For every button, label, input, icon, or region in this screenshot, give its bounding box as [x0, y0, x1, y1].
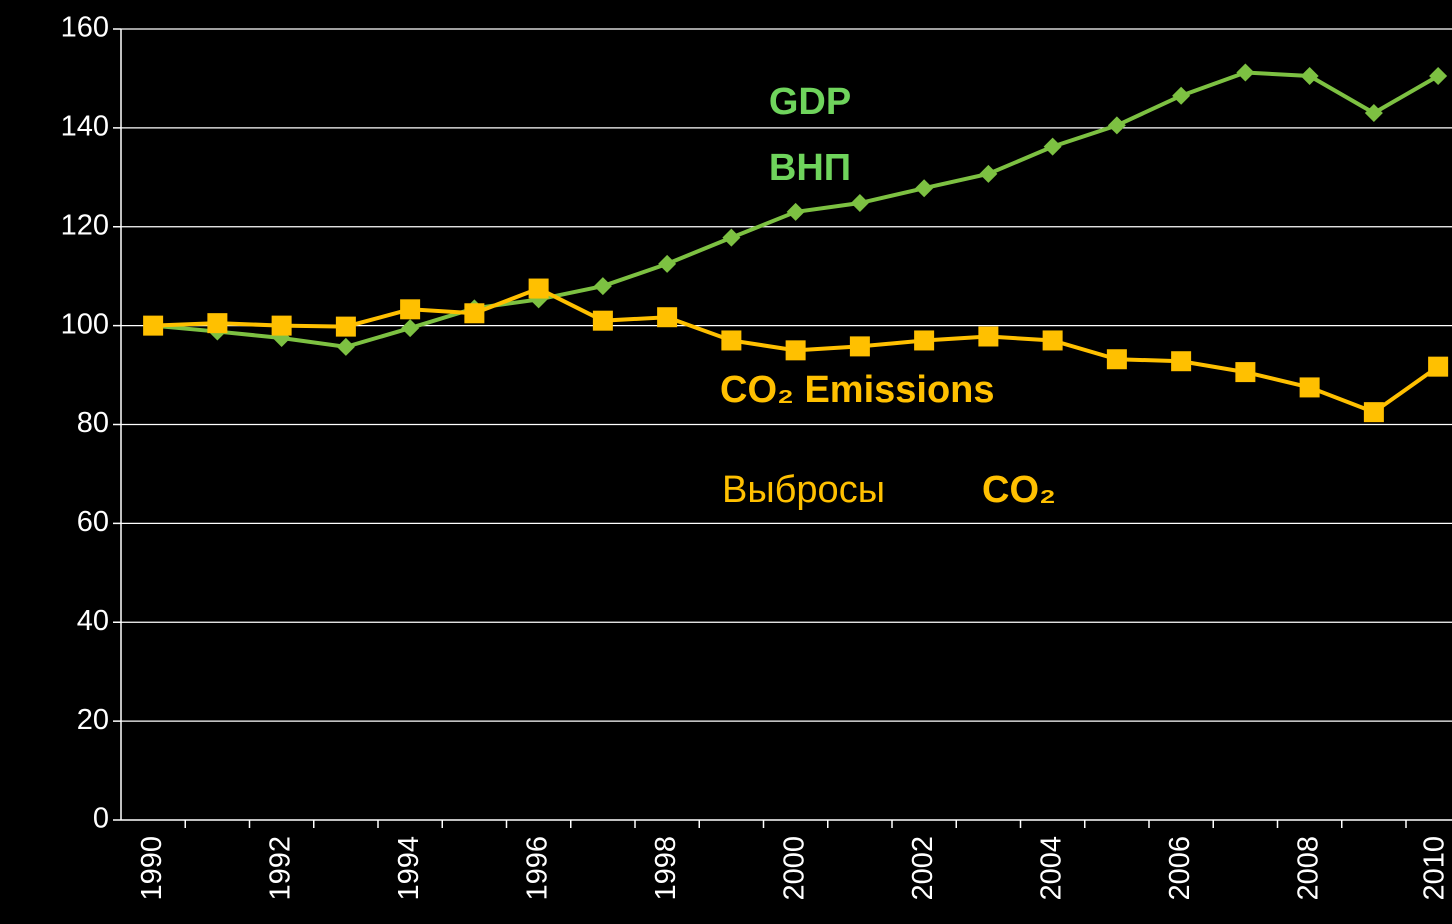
y-tick-label: 100 — [61, 308, 109, 340]
y-tick-label: 40 — [77, 605, 109, 637]
diamond-marker — [722, 228, 741, 247]
diamond-marker — [593, 277, 612, 296]
y-tick-label: 0 — [93, 803, 109, 835]
x-tick-label: 1994 — [393, 836, 425, 901]
square-marker — [271, 315, 292, 336]
square-marker — [207, 313, 228, 334]
square-marker — [528, 278, 549, 299]
square-marker — [335, 316, 356, 337]
series-label: GDP — [769, 81, 851, 123]
x-tick-label: 2006 — [1164, 836, 1196, 901]
diamond-marker — [1043, 137, 1062, 156]
x-tick-label: 2002 — [907, 836, 939, 901]
series-label: CO₂ Emissions — [720, 369, 995, 411]
annotation: ВНП — [769, 147, 851, 189]
diamond-marker — [979, 164, 998, 183]
square-marker — [1235, 362, 1256, 383]
y-tick-label: 80 — [77, 407, 109, 439]
square-marker — [143, 315, 164, 336]
diamond-marker — [915, 179, 934, 198]
square-marker — [1106, 349, 1127, 370]
square-marker — [978, 326, 999, 347]
x-tick-label: 2004 — [1035, 836, 1067, 901]
x-tick-label: 2010 — [1419, 836, 1451, 901]
x-tick-label: 1998 — [650, 836, 682, 901]
square-marker — [1299, 377, 1320, 398]
y-tick-label: 120 — [61, 209, 109, 241]
diamond-marker — [1172, 86, 1191, 105]
diamond-marker — [336, 337, 355, 356]
x-tick-label: 2000 — [778, 836, 810, 901]
x-tick-label: 1990 — [136, 836, 168, 901]
square-marker — [1171, 351, 1192, 372]
y-tick-label: 20 — [77, 704, 109, 736]
square-marker — [1042, 330, 1063, 351]
y-tick-label: 60 — [77, 506, 109, 538]
diamond-marker — [1429, 66, 1448, 85]
square-marker — [785, 340, 806, 361]
square-marker — [657, 307, 678, 328]
square-marker — [721, 330, 742, 351]
square-marker — [1428, 356, 1449, 377]
x-tick-label: 1996 — [521, 836, 553, 901]
square-marker — [849, 336, 870, 357]
y-tick-label: 140 — [61, 111, 109, 143]
diamond-marker — [1300, 66, 1319, 85]
x-tick-label: 1992 — [264, 836, 296, 901]
square-marker — [914, 330, 935, 351]
square-marker — [400, 299, 421, 320]
diamond-marker — [401, 319, 420, 338]
y-tick-label: 160 — [61, 12, 109, 44]
diamond-marker — [850, 194, 869, 213]
x-tick-label: 2008 — [1292, 836, 1324, 901]
diamond-marker — [1107, 116, 1126, 135]
diamond-marker — [1364, 104, 1383, 123]
diamond-marker — [786, 202, 805, 221]
square-marker — [464, 303, 485, 324]
diamond-marker — [658, 254, 677, 273]
square-marker — [1363, 402, 1384, 423]
square-marker — [592, 310, 613, 331]
annotation: CO₂ — [982, 469, 1056, 511]
diamond-marker — [1236, 63, 1255, 82]
annotation: Выбросы — [722, 469, 885, 511]
